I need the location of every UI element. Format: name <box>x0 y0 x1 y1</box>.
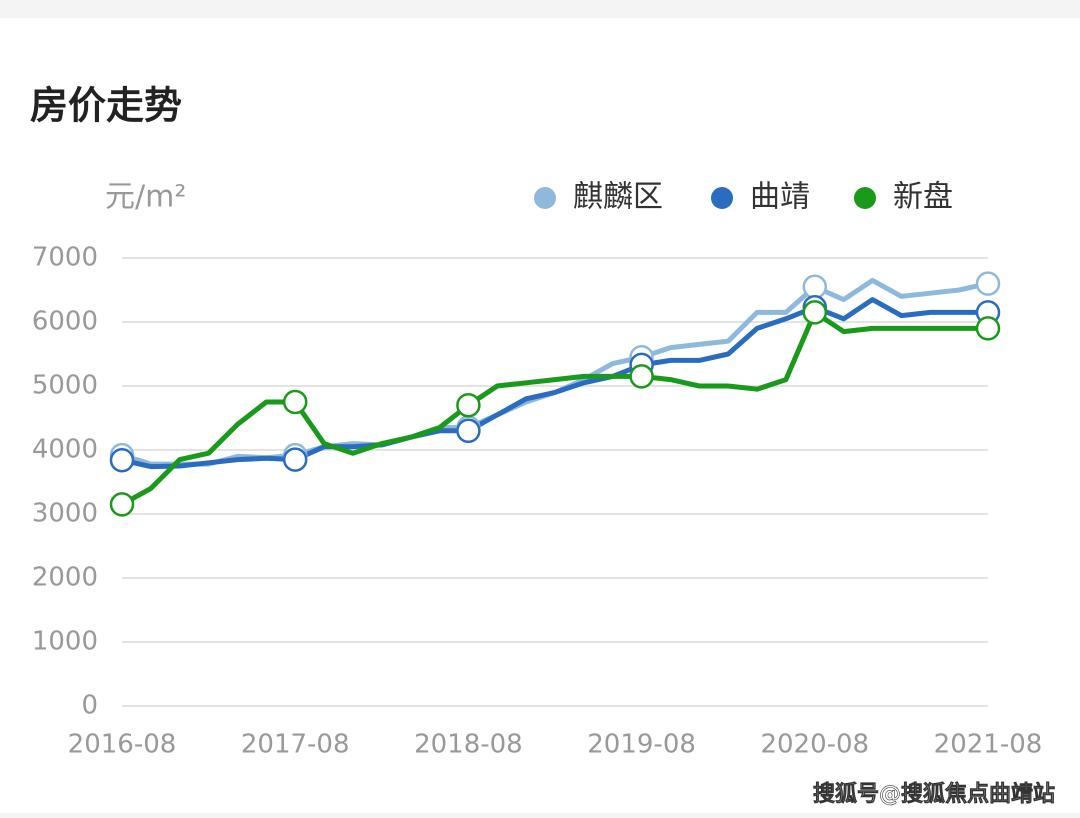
legend-label: 曲靖 <box>750 180 810 215</box>
y-tick-label: 4000 <box>32 435 98 465</box>
legend-label: 新盘 <box>893 180 953 215</box>
y-axis-label: 元/m² <box>105 180 186 215</box>
point-marker <box>975 271 1001 296</box>
y-tick-label: 3000 <box>32 499 98 529</box>
series-line <box>119 309 991 507</box>
legend-marker <box>854 187 876 209</box>
point-marker <box>456 418 481 444</box>
point-marker <box>802 300 828 325</box>
y-tick-label: 1000 <box>32 627 98 657</box>
point-marker <box>109 447 135 473</box>
y-tick-label: 5000 <box>32 371 98 401</box>
legend-marker <box>711 187 733 209</box>
x-tick-label: 2020-08 <box>760 730 869 760</box>
y-tick-label: 0 <box>81 691 98 721</box>
point-marker <box>802 274 828 300</box>
series-line <box>119 297 991 470</box>
point-marker <box>282 447 308 472</box>
y-tick-label: 2000 <box>32 563 98 593</box>
x-tick-label: 2019-08 <box>587 730 696 760</box>
y-tick-label: 7000 <box>32 243 98 273</box>
point-marker <box>975 316 1001 341</box>
legend-marker <box>534 187 556 209</box>
y-tick-label: 6000 <box>32 307 98 337</box>
x-tick-label: 2016-08 <box>68 730 177 760</box>
x-tick-label: 2021-08 <box>934 730 1043 760</box>
x-tick-label: 2018-08 <box>414 730 523 760</box>
point-marker <box>282 389 308 415</box>
point-marker <box>629 364 654 389</box>
watermark: 搜狐号@搜狐焦点曲靖站 <box>813 781 1055 807</box>
x-tick-label: 2017-08 <box>241 730 350 760</box>
legend-label: 麒麟区 <box>573 180 663 215</box>
card <box>0 18 1080 813</box>
chart-title: 房价走势 <box>30 84 182 128</box>
point-marker <box>456 392 481 418</box>
point-marker <box>109 492 135 517</box>
